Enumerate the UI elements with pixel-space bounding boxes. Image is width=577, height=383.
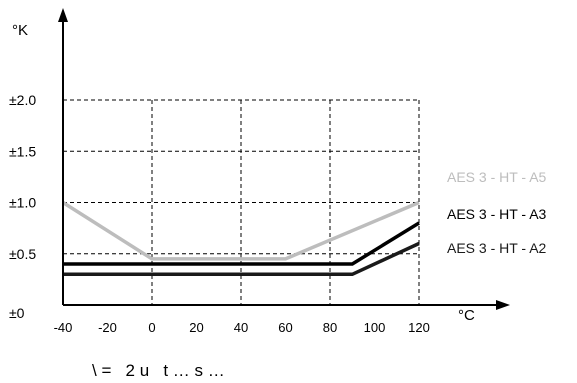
x-tick-label: -20 — [98, 320, 117, 335]
y-axis-arrow — [58, 8, 68, 22]
series-line-1 — [62, 200, 420, 261]
x-tick-label: 20 — [189, 320, 203, 335]
y-tick-label: ±2.0 — [9, 92, 36, 108]
series-lines — [62, 200, 420, 277]
axes — [58, 8, 510, 310]
series-line-3 — [63, 241, 420, 277]
legend-label-2: AES 3 - HT - A3 — [447, 206, 547, 222]
y-tick-label: ±0 — [9, 305, 25, 321]
x-tick-label: -40 — [54, 320, 73, 335]
y-tick-label: ±0.5 — [9, 246, 36, 262]
x-tick-label: 0 — [148, 320, 155, 335]
grid-lines — [63, 99, 420, 305]
chart-caption: \ = 2 u t … s … — [92, 361, 225, 380]
legend-label-1: AES 3 - HT - A5 — [447, 169, 547, 185]
x-tick-label: 120 — [408, 320, 430, 335]
x-tick-label: 60 — [278, 320, 292, 335]
x-tick-label: 80 — [323, 320, 337, 335]
x-axis-label: °C — [458, 307, 475, 324]
x-tick-label: 40 — [234, 320, 248, 335]
legend: AES 3 - HT - A5 AES 3 - HT - A3 AES 3 - HT… — [447, 169, 547, 256]
legend-label-3: AES 3 - HT - A2 — [447, 240, 547, 256]
series-line-2 — [63, 221, 420, 266]
y-tick-label: ±1.0 — [9, 195, 36, 211]
x-tick-label: 100 — [364, 320, 386, 335]
y-tick-label: ±1.5 — [9, 143, 36, 159]
tick-labels: -40 -20 0 20 40 60 80 100 120 ±0 ±0.5 ±1.0 ±1.5 ±2.0 — [9, 92, 430, 335]
y-axis-label: °K — [12, 22, 28, 39]
x-axis-arrow — [496, 300, 510, 310]
